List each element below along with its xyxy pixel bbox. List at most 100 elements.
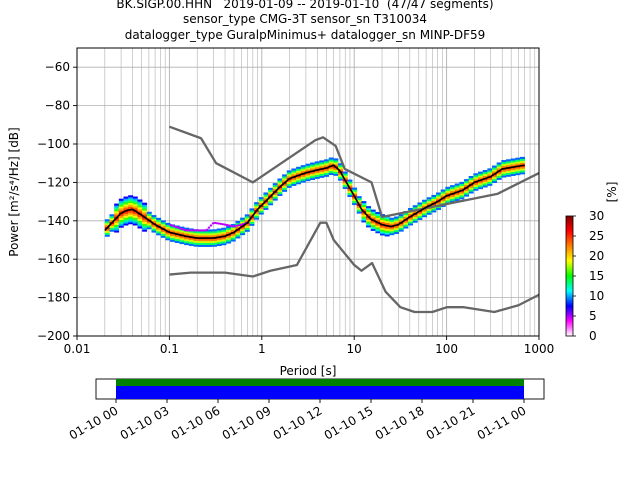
heatmap-cell [520,170,525,173]
heatmap-cell [450,198,456,201]
x-tick-label: 1 [258,342,266,356]
heatmap-outlier-cell [223,223,227,226]
heatmap-cell [310,166,316,169]
noise-model-lines [104,125,539,314]
heatmap-cell [221,237,227,240]
heatmap-cell [142,202,148,205]
heatmap-cell [114,220,120,223]
heatmap-cell [277,191,283,195]
heatmap-outlier-cell [171,224,174,227]
heatmap-cell [272,196,278,199]
heatmap-cell [333,169,339,173]
heatmap-cell [198,244,204,247]
heatmap-cell [156,231,162,234]
heatmap-cell [207,244,213,247]
heatmap-cell [282,176,288,179]
heatmap-cell [389,221,395,224]
timeline-tick-label: 01-10 21 [424,403,478,442]
heatmap-cell [277,193,283,196]
heatmap-cell [184,243,190,246]
heatmap-cell [300,170,306,174]
heatmap-cell [496,175,502,179]
y-tick-label: −140 [37,214,70,228]
heatmap-cell [296,168,302,171]
heatmap-cell [142,223,148,226]
heatmap-cell [151,215,157,218]
heatmap-outlier-cell [197,229,201,232]
heatmap-cell [342,175,348,178]
heatmap-cell [291,170,297,173]
heatmap-cell [370,215,376,218]
heatmap-cell [254,215,260,218]
heatmap-cell [426,210,432,213]
heatmap-cell [212,242,218,245]
heatmap-cell [324,172,330,175]
heatmap-cell [482,181,488,184]
heatmap-cell [132,223,138,226]
heatmap-cell [286,179,292,183]
heatmap-cell [352,187,358,190]
y-tick-label: −180 [37,291,70,305]
heatmap-cell [132,217,138,220]
heatmap-cell [347,181,353,184]
heatmap-cell [468,176,474,179]
heatmap-outlier-cell [228,224,231,227]
heatmap-cell [240,217,246,220]
heatmap-cell [468,185,474,188]
heatmap-cell [389,223,395,226]
heatmap-cell [342,181,348,184]
heatmap-cell [142,214,148,217]
heatmap-cell [487,179,493,182]
heatmap-cell [422,201,428,204]
heatmap-cell [151,224,157,227]
heatmap-cell [482,173,488,176]
heatmap-cell [286,176,292,179]
heatmap-cell [193,233,199,236]
heatmap-cell [207,242,213,245]
heatmap-cell [347,194,353,198]
heatmap-cell [123,211,129,215]
heatmap-cell [412,218,418,221]
heatmap-cell [487,168,493,171]
heatmap-cell [128,218,134,221]
heatmap-cell [506,168,511,171]
heatmap-cell [380,218,386,221]
heatmap-cell [291,174,297,177]
heatmap-cell [324,168,330,172]
heatmap-cell [179,236,185,239]
heatmap-cell [384,220,390,224]
heatmap-cell [380,221,386,224]
heatmap-cell [450,187,456,190]
heatmap-cell [492,180,497,184]
heatmap-cell [468,187,474,190]
heatmap-cell [352,189,358,192]
heatmap-cell [254,204,260,207]
heatmap-cell [277,184,283,187]
colorbar-tick-label: 5 [589,309,597,323]
heatmap-cell [305,175,311,178]
heatmap-cell [277,178,283,181]
heatmap-cell [151,228,157,231]
heatmap-cell [296,182,302,185]
timeline-tick-label: 01-10 00 [67,403,121,442]
heatmap-outlier-cell [175,226,178,229]
heatmap-cell [314,161,320,164]
colorbar-tick-label: 10 [589,289,604,303]
heatmap-outlier-cell [221,223,225,226]
heatmap-cell [431,208,437,211]
heatmap-cell [142,212,148,215]
heatmap-cell [104,234,110,237]
heatmap-cell [160,235,166,238]
heatmap-cell [263,205,269,209]
heatmap-cell [445,192,451,195]
heatmap-cell [310,168,316,171]
heatmap-cell [226,229,232,233]
heatmap-cell [389,219,395,222]
heatmap-cell [496,172,502,175]
heatmap-cell [170,239,176,242]
heatmap-cell [193,240,199,243]
heatmap-cell [114,218,120,222]
heatmap-cell [123,196,129,199]
heatmap-cell [114,215,120,218]
heatmap-cell [366,221,372,224]
